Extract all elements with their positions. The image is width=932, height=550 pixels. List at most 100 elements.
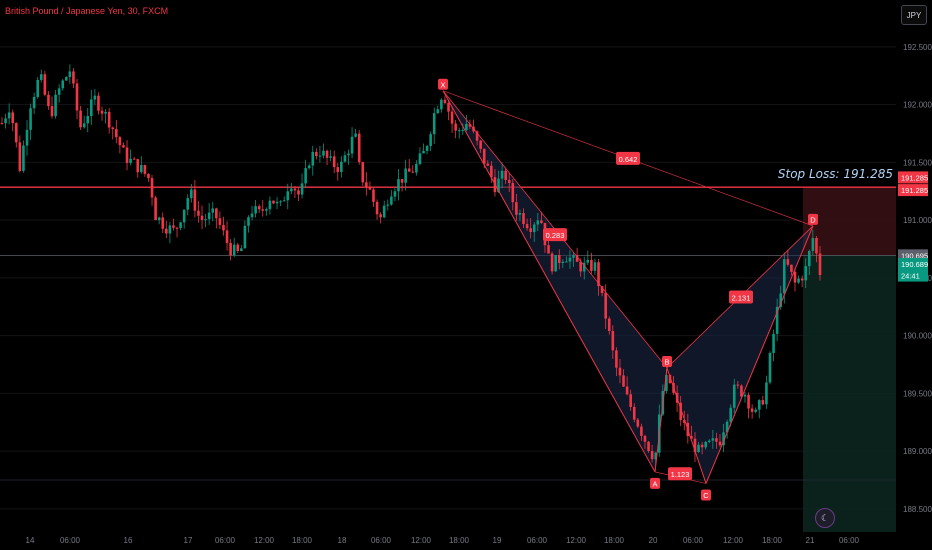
candle xyxy=(447,99,450,121)
candle xyxy=(472,119,475,134)
candle-body xyxy=(75,83,79,111)
candle xyxy=(343,151,347,163)
price-label-text: 190.689 xyxy=(901,260,928,269)
candle-body xyxy=(590,259,593,271)
price-label: 191.285 xyxy=(898,171,928,184)
candle-body xyxy=(247,217,250,226)
price-label-text: 190.695 xyxy=(901,251,928,260)
candle xyxy=(693,432,697,463)
candle xyxy=(215,207,218,229)
candle xyxy=(240,244,243,252)
candle-body xyxy=(397,179,400,192)
candle-body xyxy=(72,71,75,84)
pattern-point-label: A xyxy=(652,479,657,488)
time-tick-label: 18:00 xyxy=(762,536,783,545)
candle-body xyxy=(629,394,632,407)
pattern-point-x: X xyxy=(438,78,448,90)
pattern-leg-xa xyxy=(442,90,656,473)
candle xyxy=(404,159,407,191)
currency-button[interactable]: JPY xyxy=(901,5,927,25)
candle-body xyxy=(604,292,607,319)
candle-body xyxy=(407,168,411,172)
candle-body xyxy=(404,168,407,183)
grid-lines xyxy=(0,46,896,510)
candle xyxy=(629,389,632,411)
candle xyxy=(807,249,811,276)
candle-body xyxy=(525,224,529,229)
pattern-fill xyxy=(443,90,813,484)
candle xyxy=(732,378,736,414)
candle xyxy=(707,439,711,444)
candle-body xyxy=(243,225,247,249)
candle xyxy=(743,391,747,403)
candle xyxy=(504,167,507,184)
candle-body xyxy=(204,219,207,221)
candle xyxy=(422,143,425,154)
price-label: 190.689 xyxy=(898,258,928,271)
candle xyxy=(536,212,540,232)
time-tick-label: 06:00 xyxy=(215,536,236,545)
candle-body xyxy=(740,385,743,397)
candle xyxy=(715,432,718,449)
candle xyxy=(725,419,729,439)
ratio-value: 0.642 xyxy=(619,155,638,164)
candle xyxy=(307,163,311,170)
candle-body xyxy=(718,441,722,446)
candle xyxy=(690,425,693,439)
xabcd-pattern[interactable]: X A B C D 0.642 0.283 2.131 1.123 xyxy=(438,78,818,501)
candle xyxy=(129,149,132,166)
time-axis[interactable]: 14 06:00 16 17 06:00 12:00 18:00 18 06:00 12:00 18… xyxy=(26,536,860,545)
candle-body xyxy=(575,255,579,262)
candle-body xyxy=(743,394,747,397)
price-label-bg xyxy=(898,269,928,282)
candle xyxy=(140,156,143,174)
candle xyxy=(311,145,315,176)
candle xyxy=(290,182,293,195)
candle-body xyxy=(372,189,375,202)
candle-body xyxy=(540,220,543,223)
candle xyxy=(750,404,754,419)
candle-body xyxy=(275,201,279,204)
candle-body xyxy=(625,386,629,395)
candle xyxy=(118,135,122,154)
candle xyxy=(143,164,147,177)
time-tick-label: 12:00 xyxy=(566,536,587,545)
candle-body xyxy=(22,145,25,171)
candle-body xyxy=(786,259,790,265)
candle xyxy=(697,441,700,453)
time-tick-label: 12:00 xyxy=(723,536,744,545)
candle-body xyxy=(136,159,140,173)
pattern-leg-ab xyxy=(654,367,668,472)
candle xyxy=(632,403,636,423)
candle xyxy=(243,220,247,249)
candle xyxy=(22,140,25,173)
candle-body xyxy=(732,384,736,408)
candle-body xyxy=(57,88,61,95)
candle xyxy=(279,200,282,207)
candle-body xyxy=(175,227,179,229)
candle-body xyxy=(68,71,72,78)
candle-body xyxy=(18,142,22,171)
candle-body xyxy=(507,179,511,183)
candle xyxy=(90,89,93,125)
candle-body xyxy=(425,145,429,151)
candle xyxy=(304,159,307,188)
candle-body xyxy=(386,204,390,206)
tradingview-logo-icon[interactable]: ☾ xyxy=(815,508,835,528)
candle-body xyxy=(300,183,304,195)
candle xyxy=(740,384,743,399)
candle-body xyxy=(504,170,507,180)
candle xyxy=(557,249,561,270)
candle xyxy=(232,237,236,258)
candle xyxy=(440,98,443,113)
candle xyxy=(525,218,529,231)
candle xyxy=(329,150,332,162)
candle-body xyxy=(215,208,218,219)
candle-body xyxy=(422,150,425,154)
price-tick-label: 189.000 xyxy=(903,447,932,456)
candle xyxy=(372,187,375,207)
candle-body xyxy=(257,206,261,210)
candle-body xyxy=(500,170,504,179)
candle-body xyxy=(97,95,100,111)
